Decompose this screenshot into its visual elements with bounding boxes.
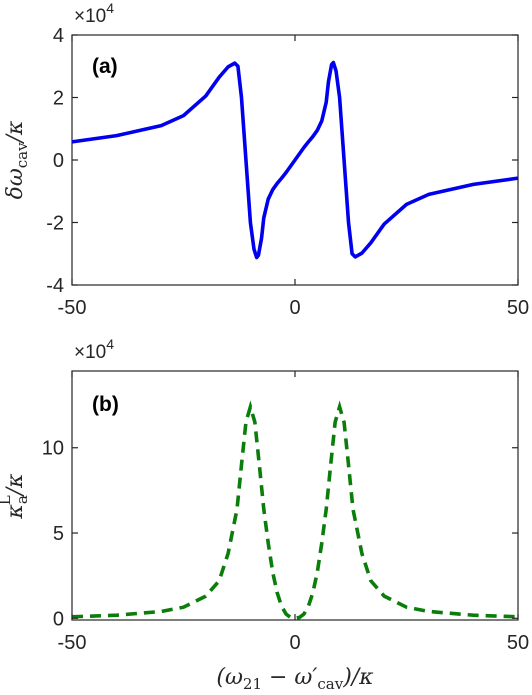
panel-b-xtick-label: 50 <box>507 632 529 654</box>
panel-a-label: (a) <box>92 55 118 78</box>
panel-b-label: (b) <box>92 393 119 416</box>
panel-a-ytick-label: 2 <box>53 88 64 110</box>
panel-a-ylabel: δωcav/κ <box>3 120 31 199</box>
panel-b-multiplier: ×104 <box>74 336 114 363</box>
panel-b-xtick-label: 0 <box>289 632 300 654</box>
panel-a-ytick-label: 0 <box>53 150 64 172</box>
panel-a-ytick-label: 4 <box>53 25 64 47</box>
panel-a-xtick-label: -50 <box>58 297 87 319</box>
panel-a-ytick-label: -4 <box>46 275 64 297</box>
panel-b-ytick-label: 0 <box>53 608 64 630</box>
panel-b-ytick-label: 5 <box>53 523 64 545</box>
panel-a-multiplier: ×104 <box>74 0 114 27</box>
panel-a-ticks <box>71 34 519 286</box>
panel-a-series-line <box>71 60 519 260</box>
panel-a-ytick-label: -2 <box>46 213 64 235</box>
panel-b-ylabel: κaL/κ <box>0 473 31 520</box>
panel-b-xlabel: (ω21 − ω′cav)/κ <box>216 665 374 693</box>
panel-a-tick-labels: -50 0 50 -4 -2 0 2 4 <box>46 25 529 319</box>
panel-a-xtick-label: 0 <box>289 297 300 319</box>
panel-a: -50 0 50 -4 -2 0 2 4 (a) ×104 δωcav/κ <box>3 0 529 319</box>
panel-b-ytick-label: 10 <box>42 438 64 460</box>
panel-a-xtick-label: 50 <box>507 297 529 319</box>
panel-b-series-line <box>71 400 519 621</box>
panel-b-axes-box <box>71 370 519 621</box>
panel-b-xtick-label: -50 <box>58 632 87 654</box>
panel-b-ticks <box>71 371 519 620</box>
